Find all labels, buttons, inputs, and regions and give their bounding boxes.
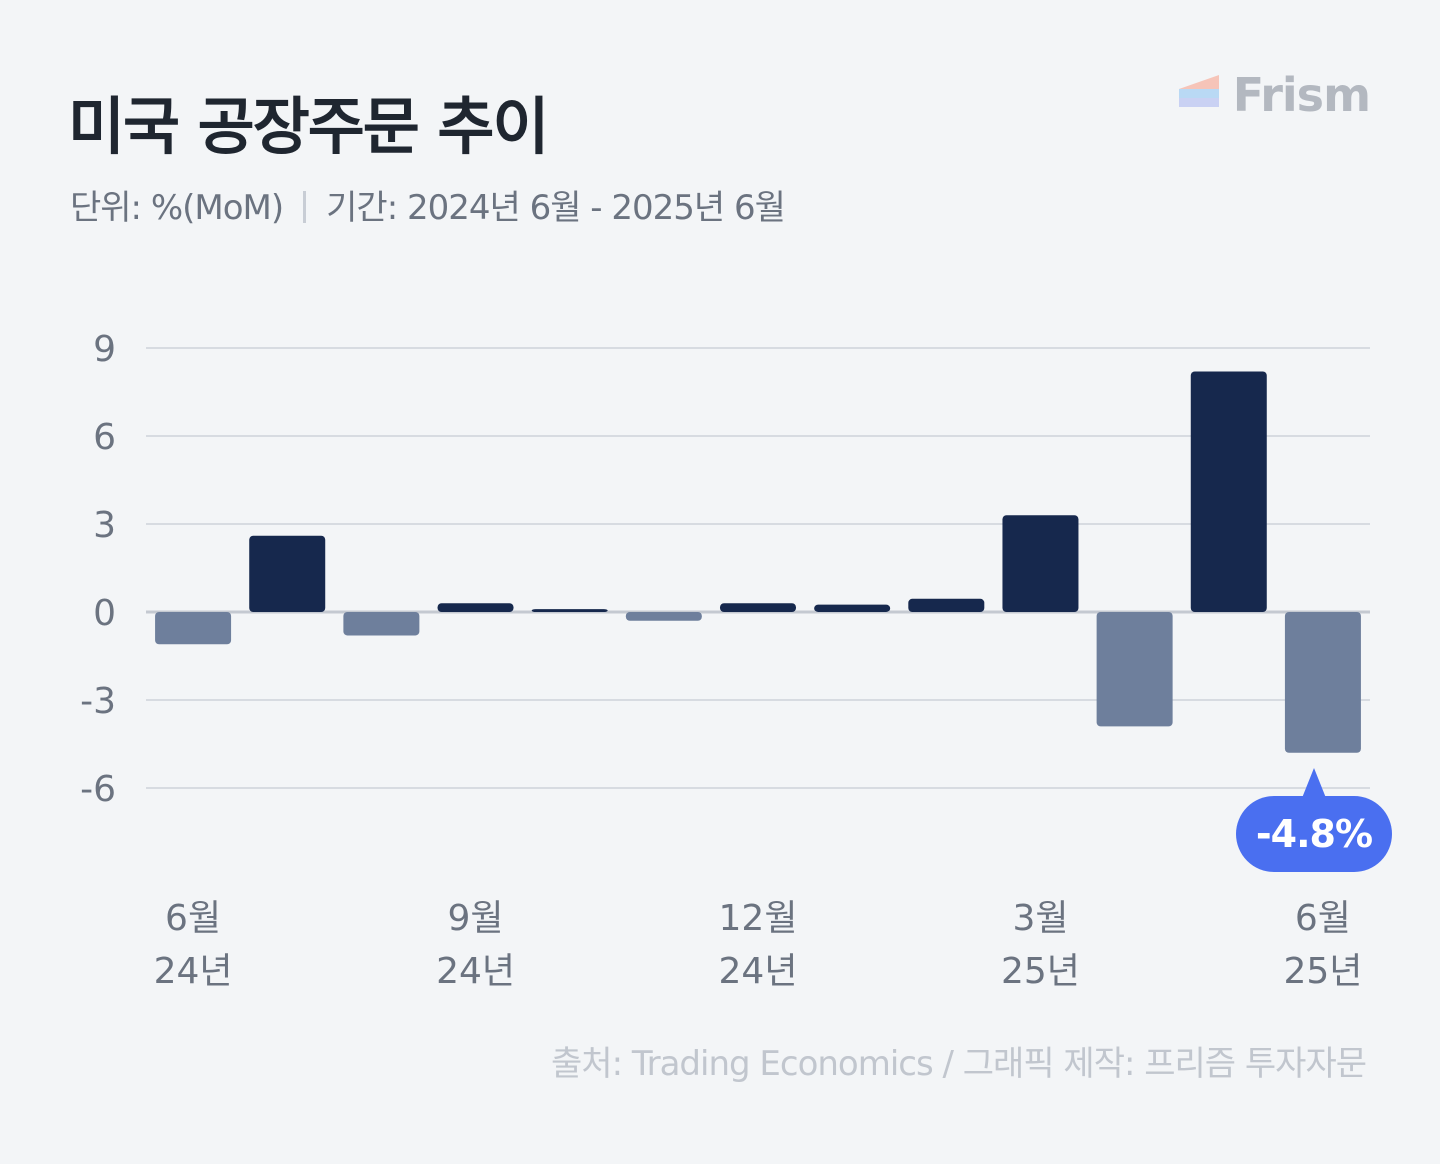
x-tick-month: 6월 <box>1295 898 1351 939</box>
bar <box>1284 612 1361 753</box>
bar <box>155 612 232 645</box>
logo-text: Frism <box>1232 68 1371 122</box>
bar <box>437 603 514 612</box>
x-tick-year: 24년 <box>436 951 515 992</box>
x-tick-month: 6월 <box>165 898 221 939</box>
source-credit: 출처: Trading Economics / 그래픽 제작: 프리즘 투자자문 <box>551 1044 1367 1084</box>
y-tick-label: 9 <box>93 329 116 370</box>
y-axis-ticks: 9 6 3 0 -3 -6 <box>80 329 116 810</box>
bar <box>908 598 985 612</box>
latest-value-callout: -4.8% <box>1236 796 1392 872</box>
bar <box>1190 371 1267 612</box>
x-tick-month: 12월 <box>719 898 798 939</box>
chart-subtitle: 단위: %(MoM) 기간: 2024년 6월 - 2025년 6월 <box>70 180 786 229</box>
y-tick-label: 3 <box>93 505 116 546</box>
x-tick-year: 25년 <box>1283 951 1362 992</box>
x-tick-year: 24년 <box>719 951 798 992</box>
bar <box>1002 515 1079 612</box>
subtitle-divider <box>303 191 307 223</box>
gridlines <box>146 347 1370 789</box>
y-tick-label: -3 <box>80 681 116 722</box>
y-tick-label: 6 <box>93 417 116 458</box>
frism-logo-icon <box>1178 75 1219 107</box>
unit-label: 단위: %(MoM) <box>70 188 284 228</box>
x-tick-year: 25년 <box>1001 951 1080 992</box>
period-label: 기간: 2024년 6월 - 2025년 6월 <box>326 188 786 228</box>
bars <box>155 371 1361 753</box>
x-tick-month: 9월 <box>448 898 504 939</box>
x-axis-ticks: 6월 24년 9월 24년 12월 24년 3월 25년 6월 25년 <box>154 898 1363 992</box>
x-tick-month: 3월 <box>1012 898 1068 939</box>
bar <box>531 609 608 612</box>
x-tick-year: 24년 <box>154 951 233 992</box>
bar <box>814 604 891 612</box>
bar <box>625 612 702 621</box>
callout-pointer <box>1302 768 1326 798</box>
y-tick-label: 0 <box>93 593 116 634</box>
y-tick-label: -6 <box>80 769 116 810</box>
chart-title: 미국 공장주문 추이 <box>68 90 549 163</box>
bar <box>720 603 796 612</box>
bar <box>249 535 326 612</box>
bar <box>1096 612 1173 727</box>
brand-logo: Frism <box>1178 68 1371 122</box>
bar <box>343 612 420 636</box>
